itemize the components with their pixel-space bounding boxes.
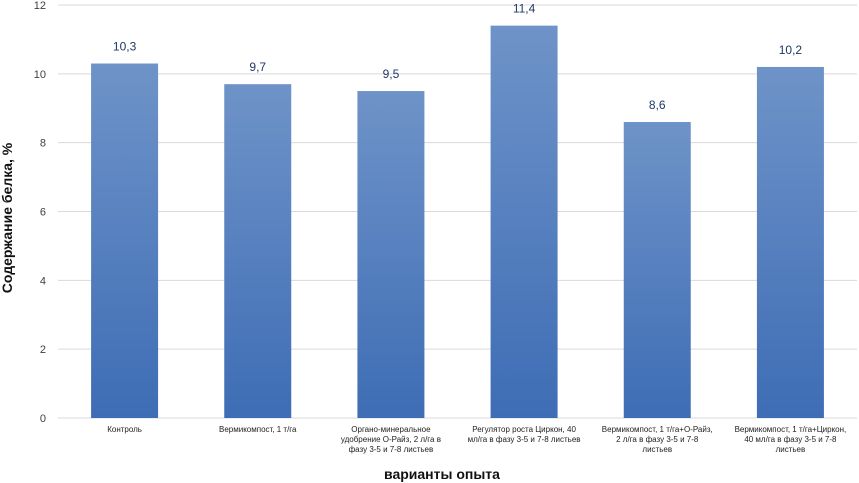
data-label: 11,4	[513, 2, 536, 16]
y-tick-label: 12	[34, 0, 46, 12]
x-axis-categories: Контроль Вермикомпост, 1 т/га Органо-минер…	[107, 425, 846, 454]
bar	[91, 63, 159, 419]
data-label: 10,2	[779, 43, 803, 57]
data-label: 8,6	[649, 98, 666, 112]
gridlines	[58, 4, 857, 419]
bar	[224, 84, 292, 419]
y-axis-title: Содержание белка, %	[0, 142, 15, 293]
bar	[623, 122, 691, 419]
bars	[91, 25, 824, 419]
y-tick-label: 6	[40, 207, 46, 219]
bar	[490, 25, 558, 419]
category-label: Регулятор роста Циркон, 40 мл/га в фазу 3…	[468, 425, 581, 444]
y-tick-label: 2	[40, 344, 46, 356]
category-label: Вермикомпост, 1 т/га+О-Райз, 2 л/га в фаз…	[602, 425, 713, 454]
x-axis-title: варианты опыта	[384, 466, 500, 482]
category-label: Контроль	[107, 425, 142, 434]
category-label: Вермикомпост, 1 т/га+Циркон, 40 мл/га в ф…	[735, 425, 847, 454]
y-axis-ticks: 0 2 4 6 8 10 12	[34, 0, 46, 425]
category-label: Вермикомпост, 1 т/га	[219, 425, 297, 434]
bar	[756, 66, 824, 418]
y-tick-label: 10	[34, 69, 46, 81]
y-tick-label: 4	[40, 275, 46, 287]
y-tick-label: 0	[40, 413, 46, 425]
data-labels: 10,3 9,7 9,5 11,4 8,6 10,2	[113, 2, 803, 112]
data-label: 9,7	[249, 60, 266, 74]
data-label: 10,3	[113, 40, 137, 54]
category-label: Органо-минеральное удобрение О-Райз, 2 л/…	[341, 425, 441, 454]
data-label: 9,5	[383, 67, 400, 81]
bar	[357, 91, 425, 419]
y-tick-label: 8	[40, 138, 46, 150]
